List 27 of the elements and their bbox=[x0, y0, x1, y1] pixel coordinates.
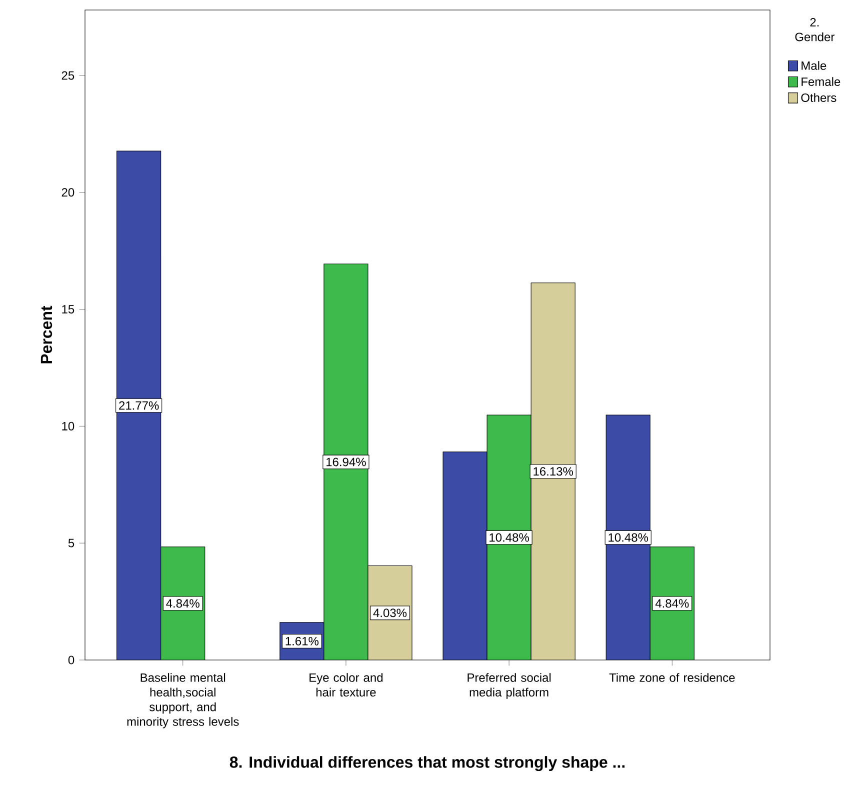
data-label: 21.77% bbox=[119, 401, 159, 410]
legend-label: Male bbox=[802, 61, 826, 70]
legend-label: Female bbox=[802, 77, 840, 86]
data-label: 1.61% bbox=[286, 636, 319, 646]
legend-title: 2. Gender bbox=[795, 18, 834, 42]
data-label: 16.13% bbox=[534, 467, 574, 476]
y-tick-label: 5 bbox=[68, 538, 74, 548]
legend-label: Others bbox=[801, 93, 836, 102]
y-tick-label: 15 bbox=[62, 305, 74, 314]
data-label: 10.48% bbox=[608, 533, 648, 542]
data-label: 4.84% bbox=[166, 599, 200, 608]
x-tick-label: Time zone of residence bbox=[609, 673, 735, 682]
bar bbox=[486, 414, 532, 660]
x-tick-label: Preferred social media platform bbox=[468, 673, 551, 699]
data-label: 4.03% bbox=[373, 608, 407, 618]
y-tick-label: 20 bbox=[62, 188, 74, 197]
data-label: 16.94% bbox=[326, 458, 366, 466]
data-label: 10.48% bbox=[490, 533, 529, 542]
x-tick-label: Eye color and hair texture bbox=[310, 673, 383, 697]
y-tick-label: 10 bbox=[62, 422, 74, 430]
x-tick-label: Baseline mental health,social support, and minority stress levels bbox=[127, 673, 239, 728]
x-axis-title: 8. Individual differences that most strongly shape ... bbox=[230, 756, 625, 772]
y-tick-label: 0 bbox=[68, 656, 74, 664]
y-axis-title: Percent bbox=[40, 306, 52, 364]
bar bbox=[324, 264, 368, 660]
data-label: 4.84% bbox=[655, 599, 689, 608]
y-tick-label: 25 bbox=[62, 71, 74, 80]
